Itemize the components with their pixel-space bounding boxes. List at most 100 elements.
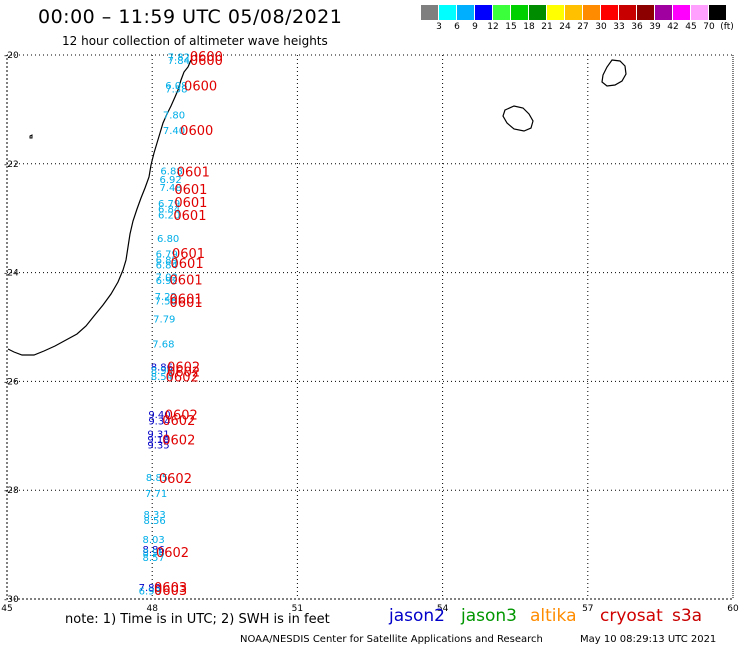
madagascar-coastline	[7, 59, 192, 356]
obs-time-label: 0602	[167, 361, 200, 376]
obs-time-label: 0601	[174, 183, 207, 198]
swh-value: 9.35	[147, 441, 169, 452]
legend-label: 30	[595, 22, 607, 32]
swh-value: 6.79	[156, 250, 178, 261]
lat-tick-label: -30	[4, 595, 19, 605]
legend-label: 3	[436, 22, 442, 32]
satellite-name: cryosat	[600, 606, 663, 626]
legend-label: 45	[685, 22, 697, 32]
swh-value: 7.56	[155, 296, 177, 307]
legend-swatch	[565, 5, 582, 20]
swh-value: 7.71	[145, 489, 167, 500]
legend-swatch	[637, 5, 654, 20]
lon-tick-label: 45	[1, 604, 12, 614]
obs-time-label: 0602	[162, 414, 195, 429]
swh-value: 8.96	[143, 548, 165, 559]
lon-tick-label: 54	[437, 604, 449, 614]
madagascar-islet	[29, 134, 33, 139]
obs-time-label: 0603	[154, 581, 187, 596]
legend-label: 27	[577, 22, 589, 32]
obs-time-label: 0600	[184, 79, 217, 94]
swh-value: 7.40	[163, 126, 185, 137]
swh-value: 8.54	[151, 372, 173, 383]
units-note: note: 1) Time is in UTC; 2) SWH is in fe…	[65, 612, 330, 627]
lat-tick-label: -28	[4, 486, 19, 496]
legend-swatch	[691, 5, 708, 20]
lat-tick-label: -24	[4, 269, 19, 279]
swh-value: 8.57	[143, 553, 165, 564]
obs-time-label: 0601	[177, 165, 210, 180]
footer-credit: NOAA/NESDIS Center for Satellite Applica…	[240, 634, 543, 645]
legend-swatch	[547, 5, 564, 20]
swh-value: 9.31	[147, 430, 169, 441]
swh-value: 7.22	[155, 292, 177, 303]
lat-tick-label: -22	[4, 160, 19, 170]
obs-time-label: 0600	[190, 50, 223, 65]
swh-value: 6.80	[157, 234, 179, 245]
legend-label: 39	[649, 22, 661, 32]
mauritius-coastline	[601, 59, 627, 87]
legend-swatch	[421, 5, 438, 20]
legend-label: 6	[454, 22, 460, 32]
map-frame	[6, 54, 734, 600]
obs-time-label: 0602	[166, 371, 199, 386]
legend-label: 36	[631, 22, 643, 32]
swh-value: 9.34	[148, 417, 170, 428]
swh-value: 6.92	[156, 276, 178, 287]
legend-swatch	[511, 5, 528, 20]
swh-value: 8.96	[151, 366, 173, 377]
legend-label: 18	[523, 22, 535, 32]
obs-time-label: 0602	[156, 546, 189, 561]
obs-time-label: 0601	[174, 196, 207, 211]
lat-tick-label: -20	[4, 51, 19, 61]
swh-value: 8.56	[143, 516, 165, 527]
obs-time-label: 0600	[190, 54, 223, 69]
legend-label: 42	[667, 22, 679, 32]
swh-value: 6.88	[160, 166, 182, 177]
legend-label: 9	[472, 22, 478, 32]
legend-swatch	[601, 5, 618, 20]
satellite-name: altika	[530, 606, 577, 626]
swh-value: 6.20	[158, 210, 180, 221]
swh-value: 7.02	[156, 272, 178, 283]
swh-value: 7.58	[165, 85, 187, 96]
legend-label: 24	[559, 22, 571, 32]
swh-value: 7.48	[159, 183, 181, 194]
obs-time-label: 0601	[171, 257, 204, 272]
legend-label: 15	[505, 22, 517, 32]
lon-tick-label: 57	[582, 604, 593, 614]
obs-time-label: 0602	[167, 366, 200, 381]
obs-time-label: 0602	[165, 409, 198, 424]
legend-label: 12	[487, 22, 499, 32]
map-subtitle: 12 hour collection of altimeter wave hei…	[62, 34, 328, 48]
swh-value: 8.85	[146, 473, 168, 484]
legend-swatch	[457, 5, 474, 20]
legend-swatch	[529, 5, 546, 20]
coastlines	[7, 59, 627, 356]
swh-value: 8.86	[151, 363, 173, 374]
map-title: 00:00 – 11:59 UTC 05/08/2021	[38, 6, 343, 28]
obs-time-label: 0601	[170, 293, 203, 308]
time-labels: 0600060006000600060106010601060106010601…	[154, 50, 223, 599]
legend-label: (ft)	[720, 22, 734, 32]
swh-value: 6.84	[158, 204, 180, 215]
obs-time-label: 0603	[154, 584, 187, 599]
legend-label: 33	[613, 22, 625, 32]
legend-swatch	[493, 5, 510, 20]
swh-value: 7.79	[153, 314, 175, 325]
swh-value: 9.18	[147, 435, 169, 446]
obs-time-label: 0601	[170, 296, 203, 311]
legend-swatch	[475, 5, 492, 20]
swh-value: 7.68	[152, 339, 174, 350]
legend-swatch	[619, 5, 636, 20]
satellite-name: jason3	[461, 606, 517, 626]
legend-label: 70	[703, 22, 715, 32]
lon-tick-label: 48	[146, 604, 158, 614]
swh-value: 7.80	[163, 110, 185, 121]
reunion-coastline	[502, 105, 534, 132]
swh-value: 7.82	[168, 53, 190, 64]
footer-timestamp: May 10 08:29:13 UTC 2021	[580, 634, 717, 645]
lon-tick-label: 60	[727, 604, 739, 614]
